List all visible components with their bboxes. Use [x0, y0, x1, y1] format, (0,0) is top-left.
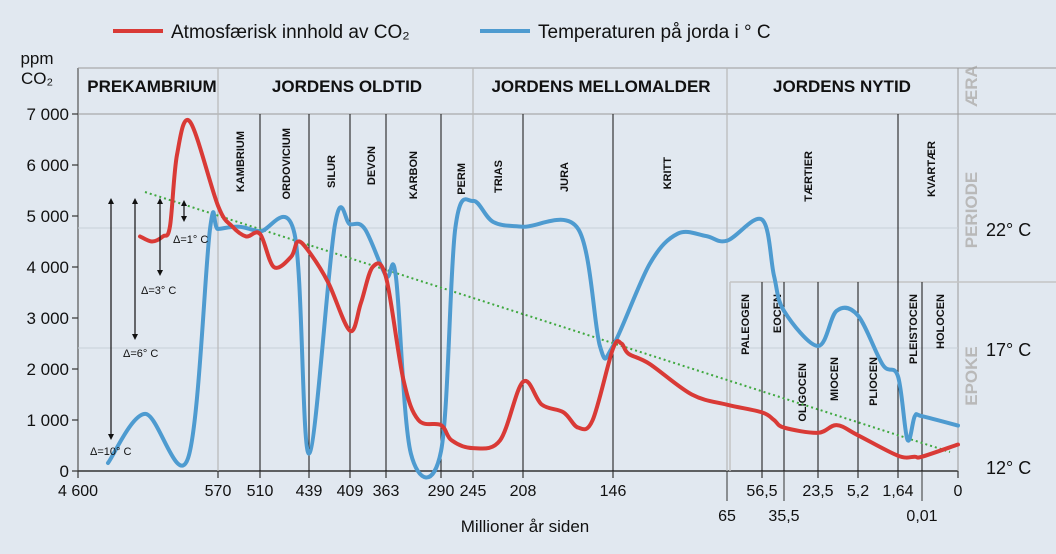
co2-layer	[138, 117, 960, 460]
legend-temp-label: Temperaturen på jorda i ° C	[538, 22, 771, 43]
delta-arrow-head-up	[181, 200, 187, 206]
row-label-period: PERIODE	[962, 172, 981, 249]
era-label-nytid: JORDENS NYTID	[773, 77, 911, 96]
legend: Atmosfærisk innhold av CO₂ Temperaturen …	[113, 22, 771, 43]
delta-arrow-head-up	[132, 198, 138, 204]
x-tick-label: 290	[428, 483, 455, 500]
delta-arrow-head-down	[157, 270, 163, 276]
epoch-label-pleistocen: PLEISTOCEN	[908, 294, 920, 364]
x-tick-label-secondary: 35,5	[768, 508, 799, 525]
x-tick-label-secondary: 0,01	[906, 508, 937, 525]
chart-frame	[77, 67, 1056, 472]
x-tick-label: 5,2	[847, 483, 869, 500]
epoch-label-holocen: HOLOCEN	[935, 294, 947, 349]
y-tick-label: 5 000	[26, 207, 69, 226]
y-axis-title-line1: ppm	[20, 49, 53, 68]
row-label-epoch: EPOKE	[962, 346, 981, 406]
delta-arrow-head-down	[108, 434, 114, 440]
temperature-delta-annotations: Δ=1° C Δ=3° C Δ=6° C Δ=10° C	[90, 198, 208, 458]
x-tick-label: 56,5	[746, 483, 777, 500]
y-tick-label: 3 000	[26, 309, 69, 328]
co2-series-line	[138, 117, 960, 460]
x-tick-label: 23,5	[802, 483, 833, 500]
row-label-era: ÆRA	[962, 65, 981, 107]
y-tick-label: 6 000	[26, 156, 69, 175]
period-label-devon: DEVON	[366, 146, 378, 185]
delta-label-3: Δ=3° C	[141, 285, 176, 297]
delta-arrow-head-up	[157, 198, 163, 204]
period-label-perm: PERM	[456, 163, 468, 195]
y-tick-label: 2 000	[26, 360, 69, 379]
trend-layer	[144, 191, 951, 453]
period-label-kritt: KRITT	[662, 157, 674, 190]
epoch-label-miocen: MIOCEN	[829, 357, 841, 401]
period-label-silur: SILUR	[326, 155, 338, 188]
epoch-label-oligocen: OLIGOCEN	[797, 363, 809, 422]
era-label-mellomalder: JORDENS MELLOMALDER	[491, 77, 710, 96]
period-label-ordovicium: ORDOVICIUM	[281, 128, 293, 200]
temp-label-22: 22° C	[986, 220, 1031, 240]
period-label-karbon: KARBON	[408, 151, 420, 199]
delta-label-10: Δ=10° C	[90, 446, 131, 458]
x-tick-label: 409	[337, 483, 364, 500]
delta-label-1: Δ=1° C	[173, 234, 208, 246]
x-tick-label: 0	[954, 483, 963, 500]
temp-label-12: 12° C	[986, 458, 1031, 478]
temp-label-17: 17° C	[986, 340, 1031, 360]
period-label-jura: JURA	[559, 162, 571, 192]
x-tick-label: 208	[510, 483, 537, 500]
x-axis-title: Millioner år siden	[461, 517, 590, 536]
era-label-prekambrium: PREKAMBRIUM	[87, 77, 216, 96]
epoch-label-pliocen: PLIOCEN	[868, 357, 880, 406]
x-tick-label: 1,64	[882, 483, 913, 500]
delta-arrow-head-down	[181, 216, 187, 222]
x-tick-label: 510	[247, 483, 274, 500]
x-tick-label: 570	[205, 483, 232, 500]
period-labels: KAMBRIUM ORDOVICIUM SILUR DEVON KARBON P…	[235, 128, 938, 202]
y-tick-label: 1 000	[26, 411, 69, 430]
epoch-label-paleogen: PALEOGEN	[740, 294, 752, 355]
x-tick-label: 146	[600, 483, 627, 500]
x-tick-label-secondary: 65	[718, 508, 736, 525]
epoch-labels: PALEOGEN EOCEN OLIGOCEN MIOCEN PLIOCEN P…	[740, 294, 947, 422]
y-tick-label: 0	[60, 462, 69, 481]
delta-arrow-head-up	[108, 198, 114, 204]
period-label-taertier: TÆRTIER	[803, 151, 815, 202]
delta-label-6: Δ=6° C	[123, 348, 158, 360]
y-tick-labels: 0 1 000 2 000 3 000 4 000 5 000 6 000 7 000	[26, 105, 78, 481]
y-tick-label: 4 000	[26, 258, 69, 277]
delta-arrow-head-down	[132, 334, 138, 340]
period-label-kambrium: KAMBRIUM	[235, 131, 247, 192]
x-tick-label: 363	[373, 483, 400, 500]
y-tick-label: 7 000	[26, 105, 69, 124]
trend-line	[144, 191, 951, 453]
legend-co2-label: Atmosfærisk innhold av CO₂	[171, 22, 410, 43]
x-tick-label: 439	[296, 483, 323, 500]
x-tick-label: 245	[460, 483, 487, 500]
x-tick-labels: 4 600 570 510 439 409 363 290 245 208 146 56,5 23,5…	[58, 471, 963, 525]
period-label-kvartaer: KVARTÆR	[926, 141, 938, 197]
y-axis-title-line2: CO₂	[21, 69, 53, 88]
era-label-oldtid: JORDENS OLDTID	[272, 77, 422, 96]
period-label-trias: TRIAS	[493, 160, 505, 193]
x-tick-label: 4 600	[58, 483, 98, 500]
